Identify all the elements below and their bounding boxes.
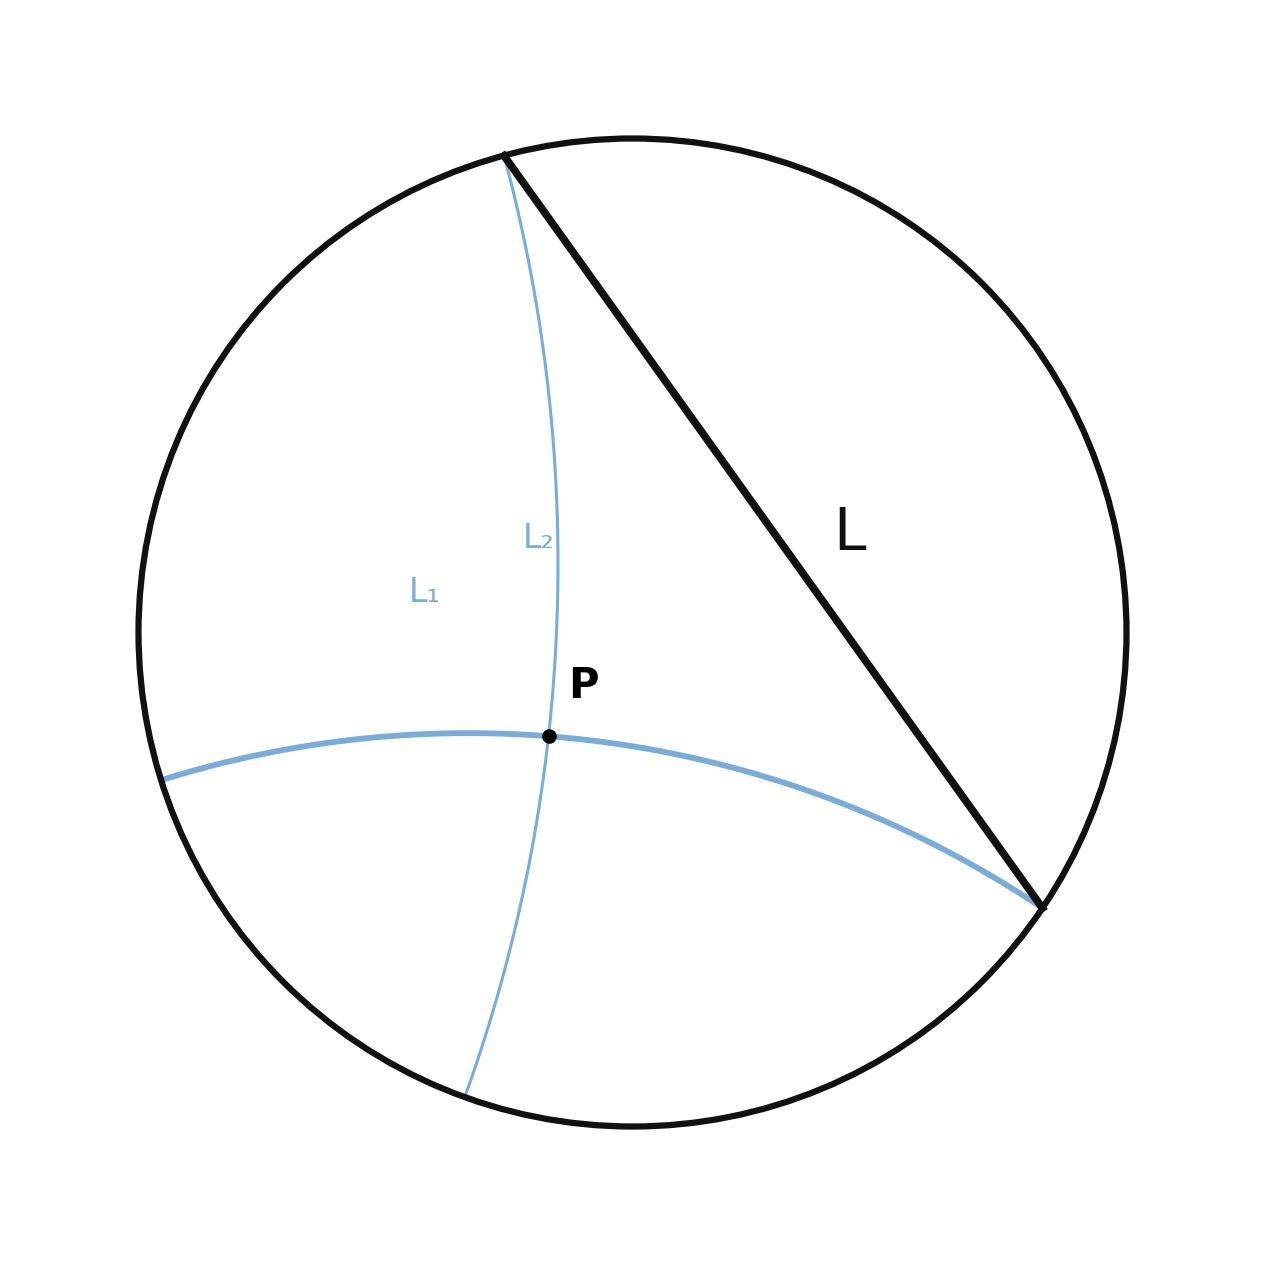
Text: L: L — [834, 505, 867, 562]
Text: L₂: L₂ — [522, 522, 554, 555]
Text: P: P — [568, 664, 598, 707]
Text: L₁: L₁ — [409, 577, 441, 610]
Point — [539, 726, 559, 746]
